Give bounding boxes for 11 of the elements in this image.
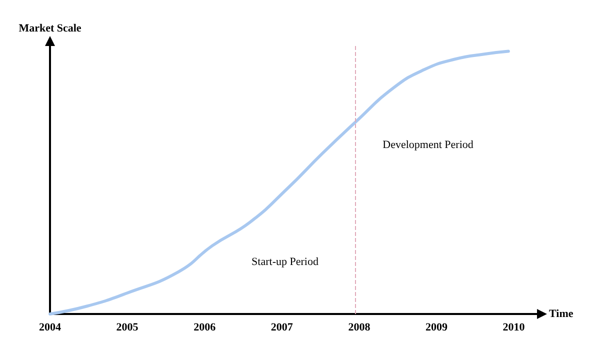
x-tick-label: 2010 bbox=[502, 322, 526, 334]
y-axis-title: Market Scale bbox=[18, 22, 82, 34]
x-tick-label: 2004 bbox=[39, 322, 62, 334]
x-tick-label: 2006 bbox=[194, 322, 216, 334]
x-tick-label: 2009 bbox=[426, 322, 448, 334]
annotation: Start-up Period bbox=[252, 256, 319, 268]
annotation: Development Period bbox=[382, 139, 474, 151]
x-tick-label: 2007 bbox=[270, 322, 294, 334]
x-axis-title: Time bbox=[549, 308, 574, 320]
x-tick-label: 2008 bbox=[348, 322, 371, 334]
x-tick-label: 2005 bbox=[116, 322, 139, 334]
